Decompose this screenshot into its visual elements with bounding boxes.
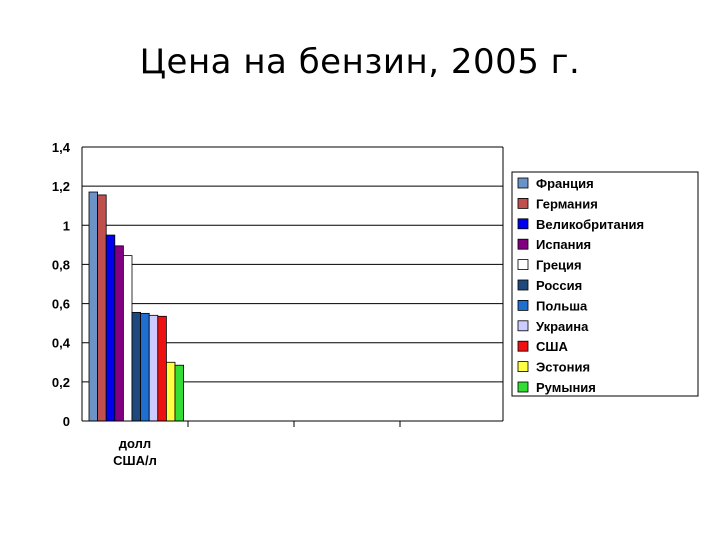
- bar-11: [174, 364, 185, 422]
- legend-swatch: [517, 197, 529, 209]
- legend-label: Польша: [536, 298, 588, 313]
- y-tick-label: 0,2: [52, 375, 70, 390]
- bar-10: [165, 361, 176, 422]
- bar-7: [140, 312, 150, 422]
- legend-label: Эстония: [536, 360, 590, 375]
- bar-5: [123, 255, 133, 422]
- legend-label: Греция: [536, 258, 582, 273]
- x-category-label-line: долл: [119, 436, 151, 451]
- legend-swatch: [517, 259, 529, 271]
- legend-swatch: [517, 177, 529, 189]
- legend-swatch: [517, 238, 529, 250]
- y-tick-label: 0,6: [52, 297, 70, 312]
- bar-9: [157, 315, 167, 422]
- legend-label: Румыния: [536, 380, 596, 395]
- axes: [81, 147, 504, 427]
- legend-swatch: [517, 320, 529, 332]
- y-tick-label: 1,2: [52, 179, 70, 194]
- bar-6: [131, 311, 142, 422]
- x-axis-category-label: долл США/л: [113, 436, 157, 468]
- legend-label: Испания: [536, 237, 591, 252]
- legend-label: Россия: [536, 278, 582, 293]
- legend-label: Великобритания: [536, 217, 644, 232]
- y-tick-label: 0,4: [52, 336, 71, 351]
- legend-swatch: [517, 218, 529, 230]
- bars: [88, 191, 185, 422]
- bar-4: [114, 245, 124, 422]
- legend-label: Украина: [536, 319, 589, 334]
- bar-3: [105, 234, 116, 422]
- legend-swatch: [517, 340, 529, 352]
- y-tick-label: 0,8: [52, 257, 70, 272]
- legend-label: Франция: [536, 176, 594, 191]
- legend-swatch: [517, 361, 529, 373]
- y-tick-label: 0: [63, 414, 70, 429]
- legend-box: [511, 171, 699, 397]
- y-axis-tick-labels: 0 0,2 0,4 0,6 0,8 1 1,2 1,4: [52, 140, 71, 429]
- y-tick-label: 1: [63, 218, 70, 233]
- legend-label: Германия: [536, 196, 598, 211]
- bar-1: [88, 191, 99, 422]
- legend-swatch: [517, 279, 529, 291]
- bar-2: [97, 194, 107, 422]
- page-title: Цена на бензин, 2005 г.: [139, 42, 581, 82]
- bar-8: [148, 314, 159, 422]
- legend: Франция Германия Великобритания Испания Грец…: [511, 171, 699, 397]
- legend-swatch: [517, 299, 529, 311]
- legend-swatch: [517, 381, 529, 393]
- legend-label: США: [536, 339, 568, 354]
- y-tick-label: 1,4: [52, 140, 71, 155]
- x-category-label-line: США/л: [113, 453, 157, 468]
